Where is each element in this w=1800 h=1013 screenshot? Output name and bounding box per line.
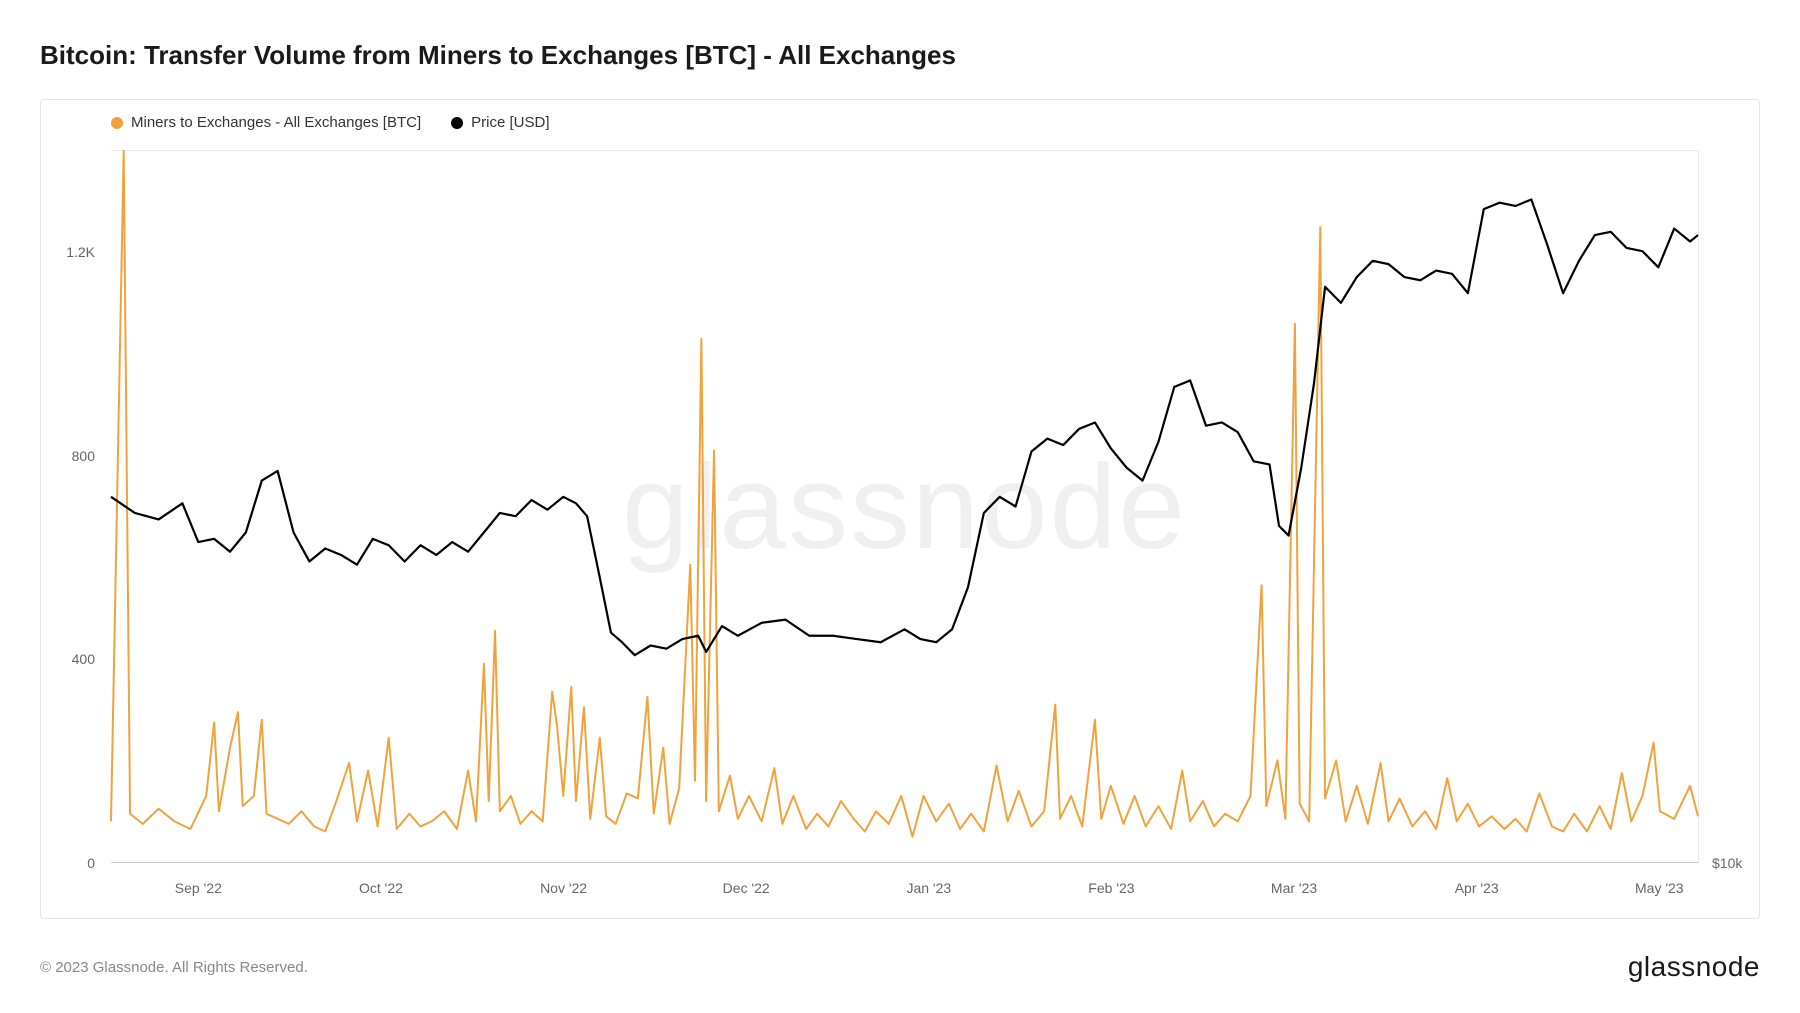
x-tick: Jan '23 [906, 880, 951, 896]
x-tick: May '23 [1635, 880, 1684, 896]
footer: © 2023 Glassnode. All Rights Reserved. g… [40, 951, 1760, 983]
y-left-tick: 0 [87, 855, 95, 871]
x-tick: Nov '22 [540, 880, 587, 896]
legend-dot-volume [111, 117, 123, 129]
chart-svg [111, 151, 1698, 862]
brand-logo: glassnode [1628, 951, 1760, 983]
x-tick: Mar '23 [1271, 880, 1317, 896]
chart-frame: Miners to Exchanges - All Exchanges [BTC… [40, 99, 1760, 919]
y-left-tick: 800 [72, 448, 95, 464]
x-tick: Sep '22 [175, 880, 222, 896]
y-left-tick: 400 [72, 651, 95, 667]
x-axis: Sep '22 Oct '22 Nov '22 Dec '22 Jan '23 Feb '… [111, 870, 1699, 918]
x-tick: Apr '23 [1455, 880, 1499, 896]
copyright-text: © 2023 Glassnode. All Rights Reserved. [40, 959, 308, 976]
chart-title: Bitcoin: Transfer Volume from Miners to … [40, 40, 1760, 71]
x-tick: Feb '23 [1088, 880, 1134, 896]
legend-item-price: Price [USD] [451, 114, 549, 131]
legend-item-volume: Miners to Exchanges - All Exchanges [BTC… [111, 114, 421, 131]
x-tick: Dec '22 [723, 880, 770, 896]
legend-dot-price [451, 117, 463, 129]
plot-area: glassnode [111, 150, 1699, 863]
chart-page: Bitcoin: Transfer Volume from Miners to … [0, 0, 1800, 1013]
y-right-tick: $10k [1712, 855, 1742, 871]
y-axis-left: 04008001.2K [41, 150, 103, 863]
legend-label-price: Price [USD] [471, 114, 549, 131]
legend-label-volume: Miners to Exchanges - All Exchanges [BTC… [131, 114, 421, 131]
y-left-tick: 1.2K [66, 244, 95, 260]
legend: Miners to Exchanges - All Exchanges [BTC… [111, 114, 550, 131]
x-tick: Oct '22 [359, 880, 403, 896]
y-axis-right: $10k [1704, 150, 1759, 863]
